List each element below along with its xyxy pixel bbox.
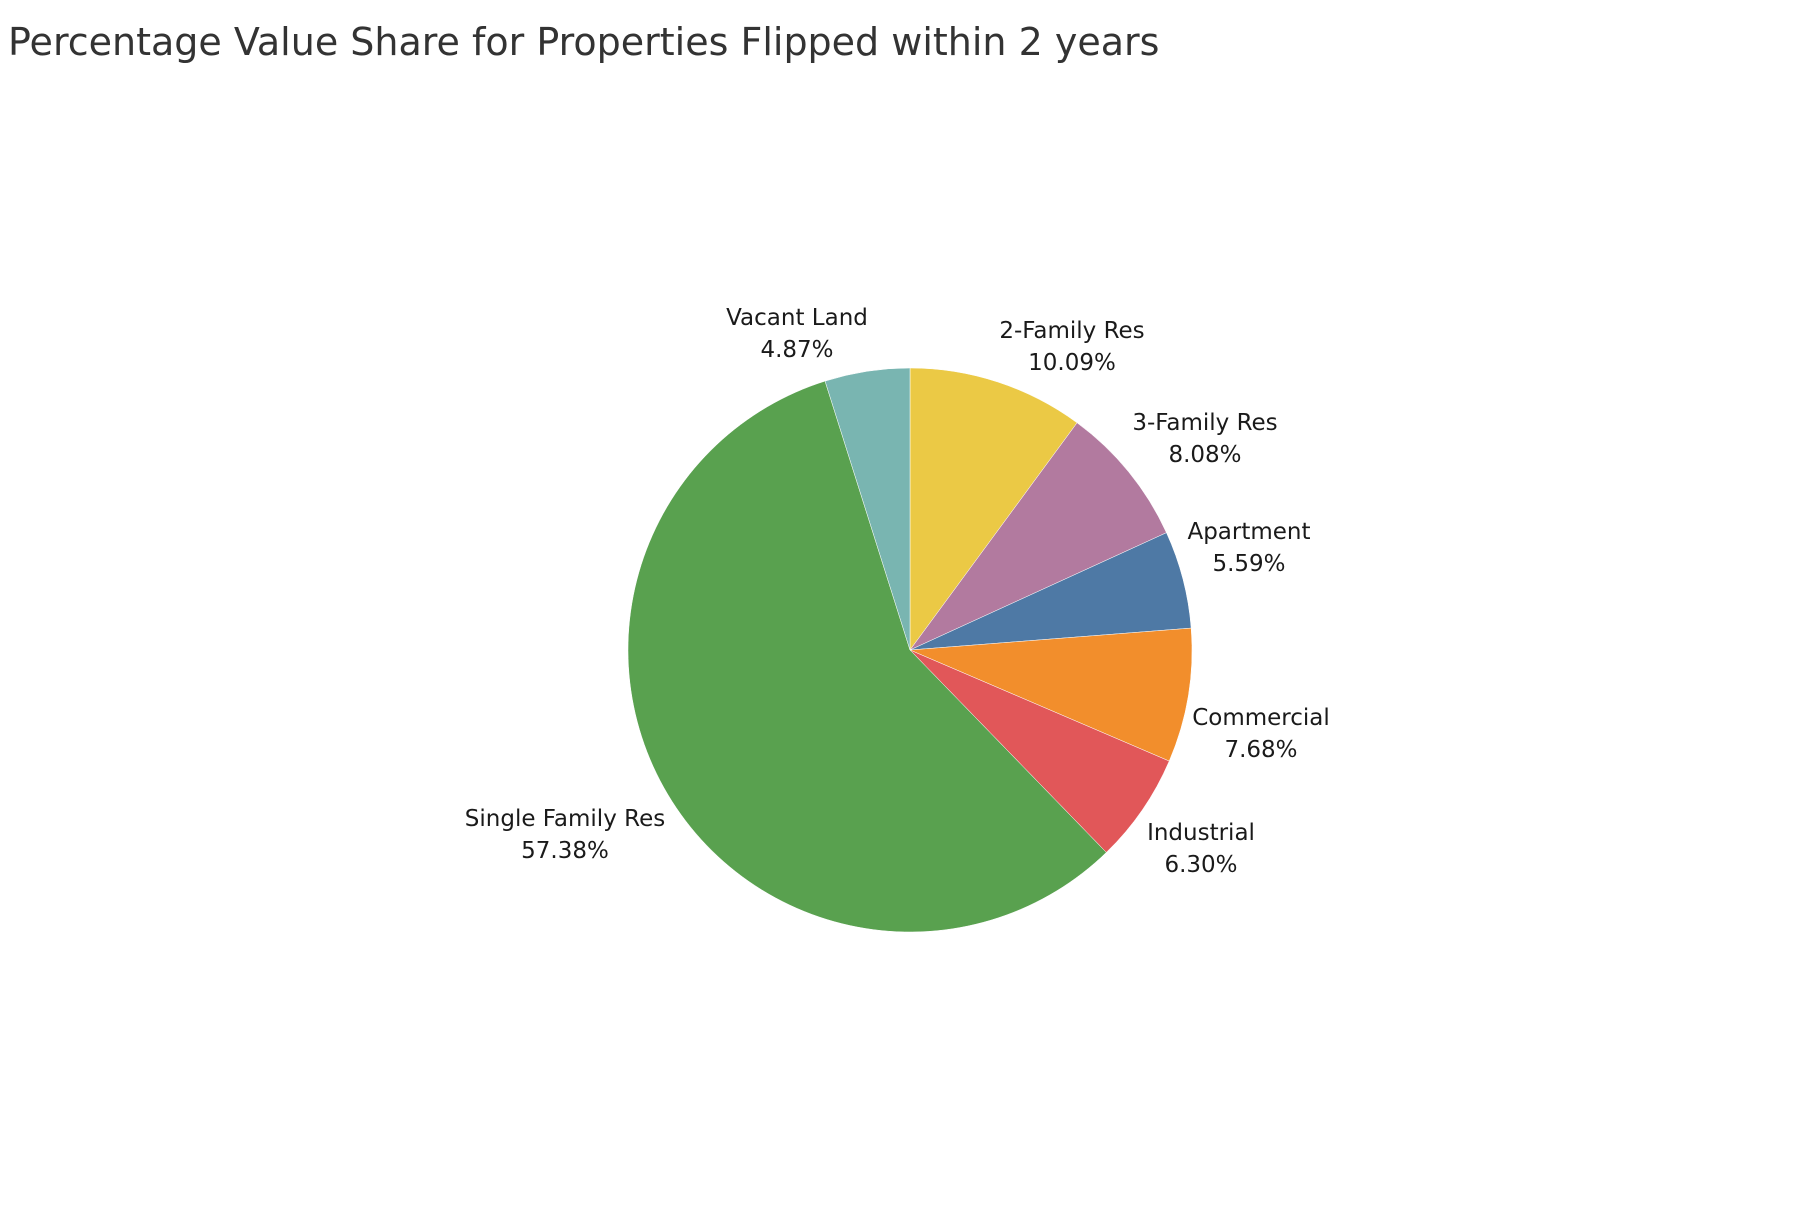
pie-slice-2-family-res[interactable]	[909, 367, 1078, 651]
slice-value-single-family-res: 57.38%	[521, 838, 609, 864]
slice-label-industrial: Industrial	[1147, 820, 1255, 846]
slice-label-single-family-res: Single Family Res	[465, 806, 665, 832]
slice-value-3-family-res: 8.08%	[1168, 442, 1241, 468]
pie-slice-3-family-res[interactable]	[909, 422, 1167, 651]
pie-slice-commercial[interactable]	[909, 627, 1193, 762]
slice-label-vacant-land: Vacant Land	[726, 305, 868, 331]
slice-value-industrial: 6.30%	[1164, 852, 1237, 878]
pie-slice-single-family-res[interactable]	[627, 380, 1107, 933]
slice-value-vacant-land: 4.87%	[760, 337, 833, 363]
slice-value-commercial: 7.68%	[1224, 737, 1297, 763]
slice-label-2-family-res: 2-Family Res	[999, 318, 1144, 344]
pie-labels: 2-Family Res 10.09% 3-Family Res 8.08% Apart…	[465, 305, 1330, 878]
slice-label-3-family-res: 3-Family Res	[1132, 410, 1277, 436]
slice-value-2-family-res: 10.09%	[1028, 350, 1116, 376]
slice-label-apartment: Apartment	[1187, 519, 1310, 545]
pie-slices	[627, 367, 1193, 933]
pie-slice-vacant-land[interactable]	[824, 367, 911, 651]
slice-label-commercial: Commercial	[1192, 705, 1330, 731]
slice-value-apartment: 5.59%	[1212, 551, 1285, 577]
chart-title: Percentage Value Share for Properties Fl…	[8, 20, 1160, 64]
